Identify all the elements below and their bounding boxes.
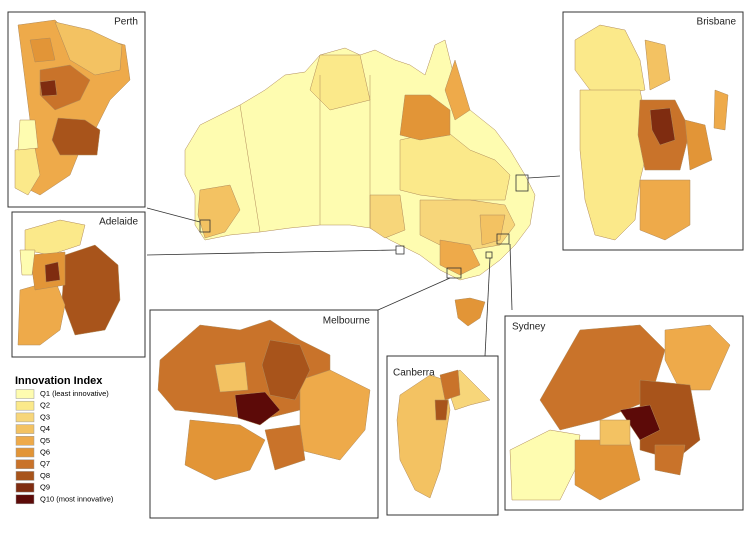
legend-label: Q8	[40, 471, 50, 480]
inset-label: Melbourne	[323, 316, 371, 327]
legend-swatch	[15, 389, 35, 399]
inset-label: Adelaide	[99, 217, 138, 228]
legend-label: Q5	[40, 436, 50, 445]
legend-swatch	[15, 400, 35, 411]
legend-swatch	[15, 424, 35, 434]
legend-swatch	[15, 436, 35, 446]
legend-swatch	[15, 494, 35, 505]
legend-label: Q4	[40, 424, 50, 433]
inset-labels: Perth Brisbane Adelaide Melbourne Canber…	[99, 17, 736, 379]
legend-label: Q1 (least innovative)	[40, 389, 109, 398]
melbourne-inset	[149, 309, 379, 519]
adelaide-inset	[11, 211, 146, 358]
legend-label: Q10 (most innovative)	[40, 494, 114, 503]
legend-swatch	[15, 471, 35, 481]
australia-map	[184, 39, 536, 327]
sydney-inset	[504, 315, 744, 511]
legend-swatch	[15, 482, 35, 493]
inset-label: Canberra	[393, 368, 435, 379]
inset-label: Sydney	[512, 322, 545, 333]
perth-inset	[7, 11, 146, 208]
legend: Innovation Index Q1 (least innovative) Q2…	[15, 375, 114, 505]
inset-pointers	[146, 175, 561, 357]
legend-title: Innovation Index	[15, 375, 103, 387]
legend-label: Q7	[40, 459, 50, 468]
canberra-inset	[386, 355, 499, 516]
legend-label: Q3	[40, 412, 50, 421]
legend-swatch	[15, 459, 35, 469]
legend-label: Q9	[40, 483, 50, 492]
brisbane-inset	[562, 11, 744, 251]
legend-swatch	[15, 412, 35, 423]
legend-label: Q6	[40, 447, 50, 456]
inset-label: Perth	[114, 17, 138, 28]
inset-label: Brisbane	[697, 17, 737, 28]
legend-swatch	[15, 447, 35, 458]
legend-label: Q2	[40, 401, 50, 410]
